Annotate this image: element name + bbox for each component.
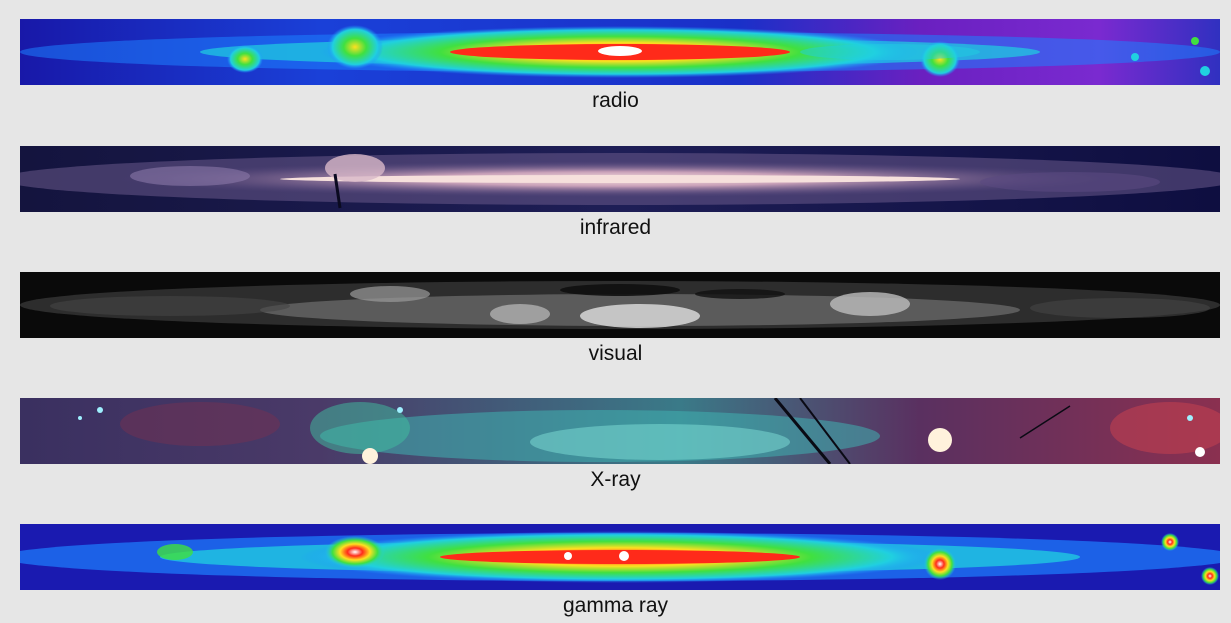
- visual-sky-map-image: [20, 272, 1220, 338]
- visual-label: visual: [588, 342, 643, 365]
- infrared-label: infrared: [579, 216, 652, 239]
- xray-label: X-ray: [590, 468, 641, 491]
- gamma-ray-label: gamma ray: [562, 594, 669, 617]
- infrared-sky-map-image: [20, 146, 1220, 212]
- xray-sky-map-image: [20, 398, 1220, 464]
- radio-label: radio: [592, 89, 639, 112]
- gamma-ray-sky-map-image: [20, 524, 1220, 590]
- radio-sky-map-image: [20, 19, 1220, 85]
